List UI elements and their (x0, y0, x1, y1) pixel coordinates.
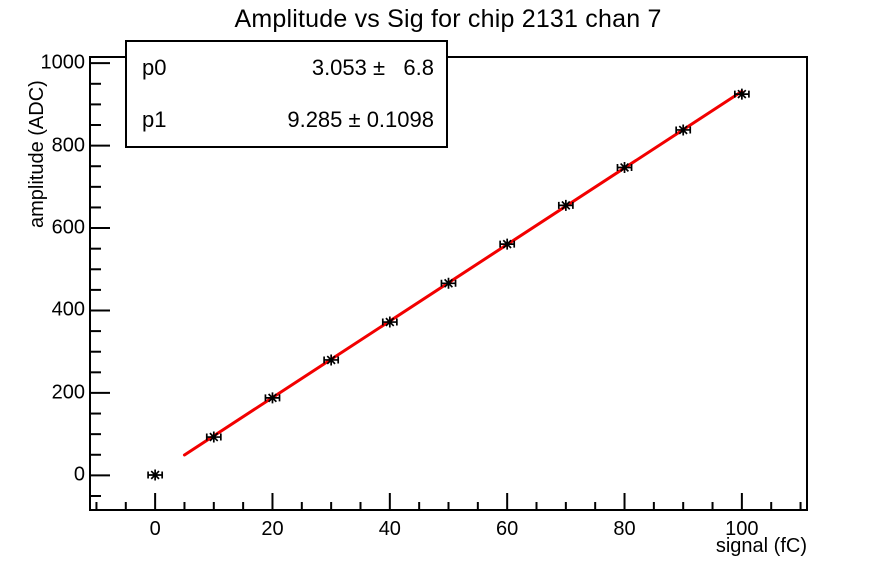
data-point-marker (616, 161, 633, 173)
x-tick-label: 0 (149, 518, 161, 540)
fit-line (182, 89, 744, 457)
data-point-marker (381, 316, 398, 328)
x-axis-title: signal (fC) (715, 535, 807, 557)
data-point-marker (205, 431, 222, 443)
stats-row-p1: p1 9.285 ± 0.1098 (127, 107, 446, 133)
x-tick-label: 20 (261, 518, 284, 540)
y-axis-title: amplitude (ADC) (26, 80, 48, 228)
data-point-marker (147, 469, 164, 481)
x-tick-label: 80 (613, 518, 636, 540)
x-tick-label: 100 (725, 518, 759, 540)
y-tick-label: 1000 (40, 51, 86, 74)
stats-param-name: p0 (142, 55, 167, 80)
data-point-marker (733, 88, 750, 100)
data-point-marker (499, 238, 516, 250)
stats-param-name: p1 (142, 107, 167, 132)
data-point-marker (675, 124, 692, 136)
y-tick-label: 600 (51, 216, 85, 239)
data-point-marker (264, 392, 281, 404)
data-point-marker (323, 354, 340, 366)
y-tick-label: 0 (73, 463, 85, 486)
x-tick-label: 60 (496, 518, 519, 540)
stats-row-p0: p0 3.053 ± 6.8 (127, 55, 446, 81)
data-point-marker (440, 277, 457, 289)
data-point-marker (557, 199, 574, 211)
chart-title: Amplitude vs Sig for chip 2131 chan 7 (234, 5, 662, 33)
fit-stats-box: p0 3.053 ± 6.8 p1 9.285 ± 0.1098 (125, 40, 448, 148)
y-tick-label: 400 (51, 298, 85, 321)
y-tick-label: 800 (51, 134, 85, 157)
x-tick-label: 40 (378, 518, 401, 540)
stats-param-value: 3.053 ± 6.8 (311, 55, 434, 80)
y-tick-label: 200 (51, 381, 85, 404)
stats-param-value: 9.285 ± 0.1098 (287, 107, 434, 132)
